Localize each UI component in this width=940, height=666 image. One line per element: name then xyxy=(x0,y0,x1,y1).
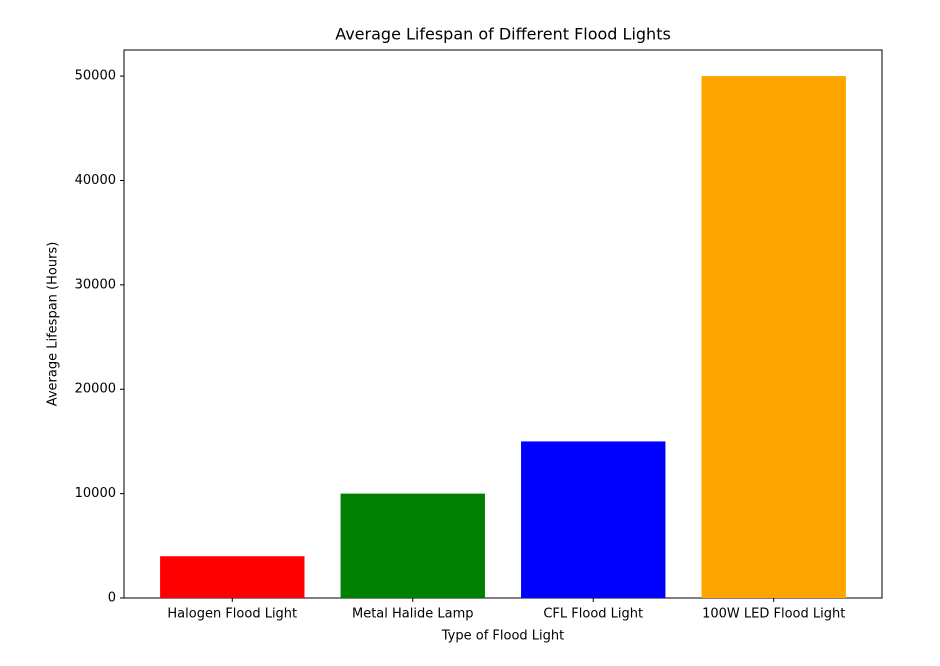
x-axis-label: Type of Flood Light xyxy=(441,629,564,644)
bar xyxy=(521,441,666,598)
y-tick-label: 10000 xyxy=(75,486,116,501)
chart-title: Average Lifespan of Different Flood Ligh… xyxy=(335,25,671,44)
y-tick-label: 50000 xyxy=(75,69,116,84)
x-tick-label: CFL Flood Light xyxy=(543,607,643,622)
y-axis-label: Average Lifespan (Hours) xyxy=(46,242,61,407)
y-tick-label: 0 xyxy=(108,591,116,606)
bar xyxy=(160,556,305,598)
y-tick-label: 30000 xyxy=(75,277,116,292)
x-tick-label: Halogen Flood Light xyxy=(167,607,297,622)
bar xyxy=(340,493,485,598)
plot-frame xyxy=(123,49,883,599)
x-tick-label: 100W LED Flood Light xyxy=(702,607,845,622)
y-tick-label: 20000 xyxy=(75,382,116,397)
x-tick-label: Metal Halide Lamp xyxy=(352,607,474,622)
y-tick-label: 40000 xyxy=(75,173,116,188)
bar xyxy=(701,76,846,599)
